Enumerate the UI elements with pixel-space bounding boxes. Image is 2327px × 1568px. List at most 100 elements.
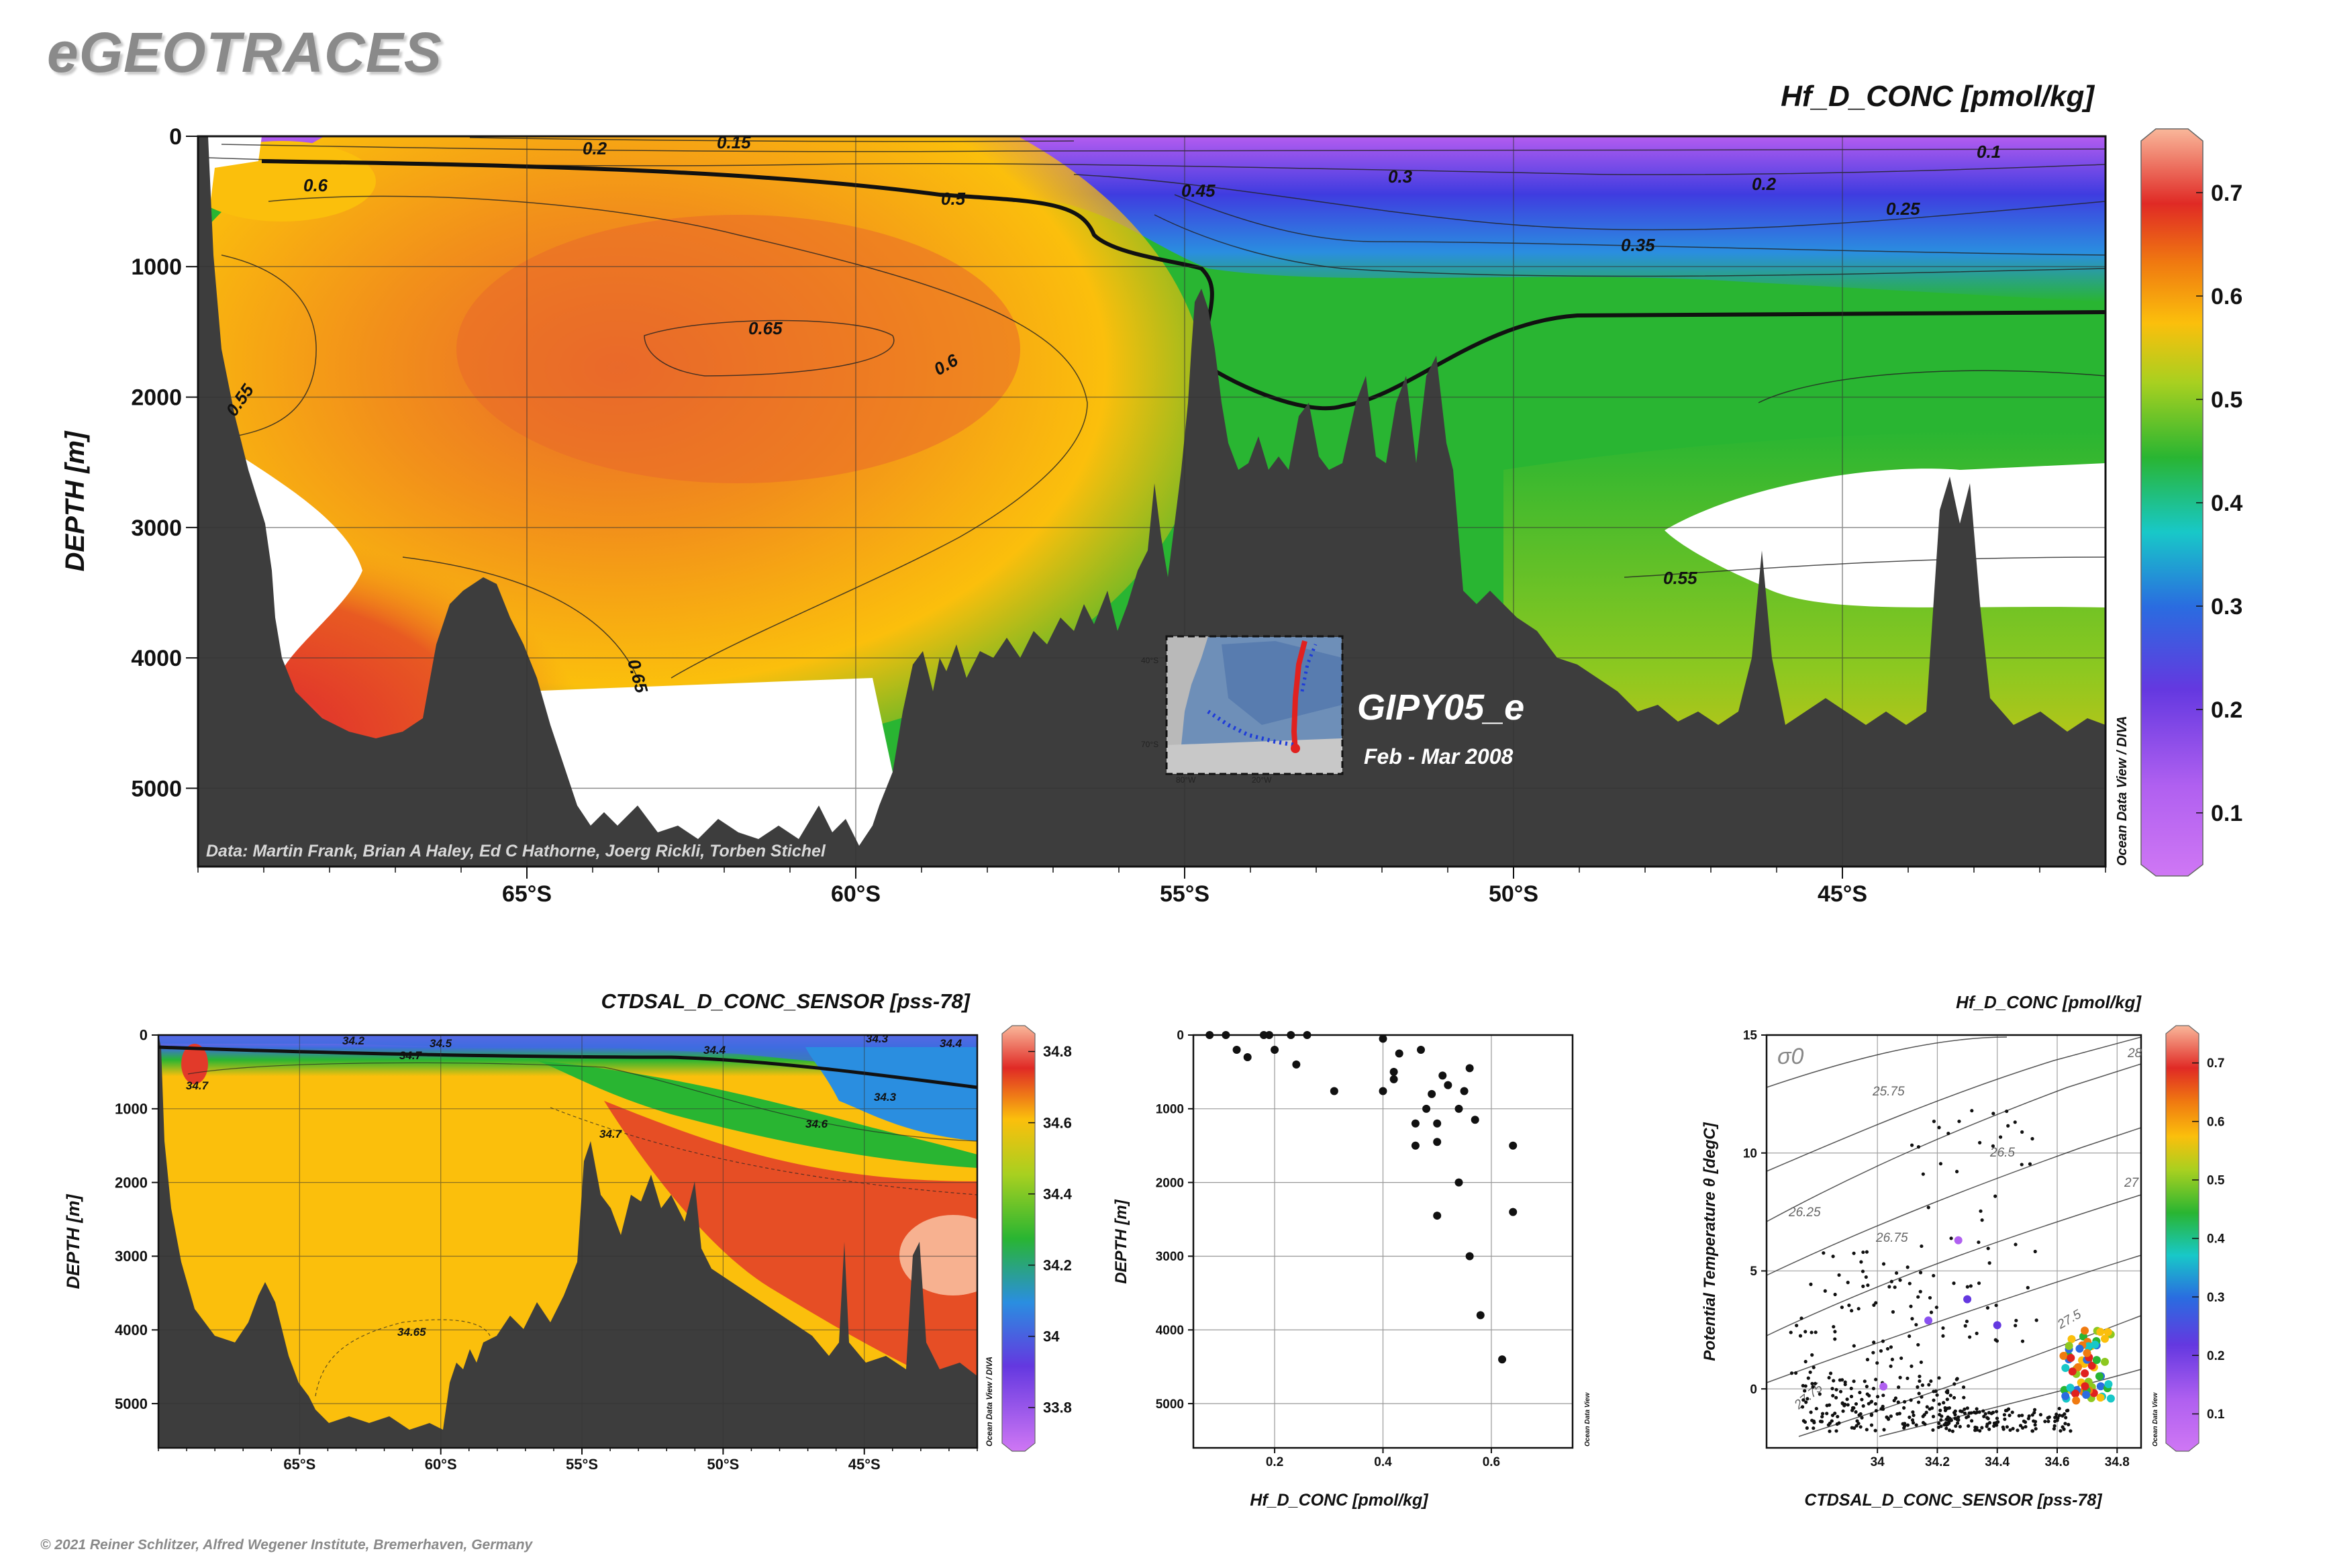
ts-hf-point — [2066, 1383, 2075, 1392]
ts-ctd-point — [1928, 1407, 1932, 1411]
ts-ctd-point — [1991, 1410, 1995, 1414]
y-tick-label: 15 — [1743, 1029, 1758, 1043]
ts-ctd-point — [1954, 1169, 1959, 1173]
ts-ctd-point — [1889, 1279, 1893, 1283]
ts-ctd-point — [1909, 1304, 1913, 1308]
ts-ctd-point — [1911, 1421, 1916, 1425]
contour-label: 34.5 — [430, 1037, 452, 1050]
ts-ctd-point — [2006, 1124, 2010, 1128]
colorbar-tick-label: 0.4 — [2211, 491, 2242, 516]
ts-ctd-point — [1927, 1383, 1931, 1387]
ts-ctd-point — [1803, 1330, 1808, 1334]
colorbar-tick-label: 0.3 — [2211, 594, 2242, 620]
ts-ylabel: Potential Temperature θ [degC] — [1701, 1122, 1719, 1361]
ts-ctd-point — [1812, 1420, 1816, 1424]
ts-ctd-point — [2069, 1429, 2073, 1433]
x-tick-label: 65°S — [283, 1456, 315, 1473]
ts-hf-point — [2091, 1340, 2099, 1349]
ts-ctd-point — [1963, 1411, 1967, 1416]
inset-map: 40°S 70°S 80°W 20°W — [1141, 635, 1344, 785]
ts-ctd-point — [1991, 1112, 1995, 1116]
y-tick-label: 1000 — [115, 1101, 148, 1118]
ts-watermark: Ocean Data View — [2152, 1392, 2159, 1447]
ts-ctd-point — [1959, 1409, 1963, 1413]
ts-ctd-point — [1869, 1412, 1874, 1416]
ts-ctd-point — [1926, 1206, 1930, 1210]
ts-ctd-point — [1978, 1429, 1982, 1433]
copyright-notice: © 2021 Reiner Schlitzer, Alfred Wegener … — [40, 1537, 533, 1553]
isopycnal-label: 28 — [2127, 1046, 2142, 1061]
contour-label: 0.35 — [1621, 235, 1655, 255]
ts-ctd-point — [1987, 1421, 1992, 1425]
contour-label: 34.65 — [397, 1326, 426, 1338]
ts-ctd-point — [2046, 1416, 2050, 1420]
ts-ctd-point — [1860, 1416, 1864, 1420]
ts-ctd-point — [1881, 1339, 1885, 1343]
ts-ctd-point — [1948, 1393, 1952, 1398]
ts-ctd-point — [2054, 1412, 2059, 1416]
ts-ctd-point — [2013, 1120, 2017, 1124]
profile-point — [1395, 1049, 1403, 1058]
ts-ctd-point — [1954, 1377, 1959, 1381]
ts-ctd-point — [1869, 1423, 1874, 1427]
ts-ctd-point — [1979, 1209, 1983, 1213]
ts-ctd-point — [1852, 1251, 1856, 1255]
ts-ctd-point — [1962, 1395, 1966, 1400]
inset-lon-label: 20°W — [1252, 775, 1272, 785]
ts-ctd-point — [1866, 1283, 1870, 1287]
ts-ctd-point — [1908, 1415, 1912, 1420]
profile-point — [1411, 1119, 1420, 1128]
ts-ctd-point — [1985, 1424, 1989, 1428]
ts-ctd-point — [1854, 1424, 1859, 1428]
ts-ctd-point — [1932, 1398, 1936, 1402]
ts-hf-point — [2081, 1369, 2089, 1377]
ts-ctd-point — [1944, 1417, 1948, 1421]
inset-lat-label: 70°S — [1141, 740, 1158, 749]
profile-point — [1465, 1252, 1474, 1261]
profile-points — [1205, 1031, 1518, 1364]
ts-ctd-point — [1899, 1356, 1903, 1361]
profile-point — [1411, 1141, 1420, 1150]
ts-hf-point — [2104, 1380, 2113, 1389]
x-tick-label: 45°S — [848, 1456, 881, 1473]
y-tick-label: 5000 — [1156, 1398, 1184, 1412]
hf-section-panel: 65°S 60°S 55°S 50°S 45°S 0 1000 2000 3000 4000 500… — [60, 80, 2242, 907]
ts-ctd-point — [1985, 1416, 1989, 1420]
ts-ctd-point — [1873, 1428, 1877, 1432]
ts-ctd-point — [2014, 1324, 2018, 1328]
ts-hf-point — [2067, 1334, 2076, 1343]
ts-ctd-point — [1953, 1412, 1957, 1417]
ts-ctd-point — [1975, 1410, 1979, 1414]
ts-ctd-point — [1838, 1378, 1842, 1382]
y-tick-label: 3000 — [115, 1248, 148, 1265]
y-tick-label: 0 — [1750, 1383, 1757, 1397]
ts-ctd-point — [1946, 1131, 1950, 1136]
ts-ctd-point — [1949, 1418, 1953, 1422]
ts-hf-point — [1993, 1321, 2001, 1330]
ts-ctd-point — [1896, 1400, 1900, 1404]
ts-ctd-point — [1810, 1353, 1814, 1357]
inset-lat-label: 40°S — [1141, 656, 1158, 665]
ts-ctd-point — [2010, 1410, 2014, 1414]
ts-ctd-point — [2001, 1427, 2006, 1431]
ts-ctd-point — [1854, 1410, 1858, 1414]
ts-ctd-point — [2020, 1426, 2025, 1430]
colorbar-tick-label: 0.3 — [2207, 1291, 2224, 1305]
ts-ctd-point — [1800, 1405, 1805, 1409]
ts-ctd-point — [1956, 1421, 1960, 1425]
y-tick-label: 2000 — [131, 385, 182, 410]
profile-point — [1292, 1060, 1301, 1069]
ts-ctd-point — [1889, 1414, 1893, 1418]
ts-ctd-point — [2046, 1419, 2050, 1424]
ts-ctd-point — [1981, 1409, 1985, 1413]
colorbar-tick-label: 0.5 — [2211, 387, 2242, 413]
x-tick-label: 0.4 — [1374, 1455, 1392, 1469]
ts-ctd-point — [2020, 1414, 2024, 1418]
contour-label: 34.4 — [703, 1044, 726, 1057]
ts-ctd-point — [1804, 1400, 1808, 1404]
ts-ctd-point — [1834, 1429, 1838, 1433]
ts-panel: 34 34.2 34.4 34.6 34.8 0 5 10 15 25.75 26.25 26.… — [1701, 992, 2225, 1510]
y-tick-label: 5 — [1750, 1265, 1757, 1279]
ts-ctd-point — [1873, 1402, 1877, 1406]
ts-ctd-point — [1983, 1412, 1987, 1416]
